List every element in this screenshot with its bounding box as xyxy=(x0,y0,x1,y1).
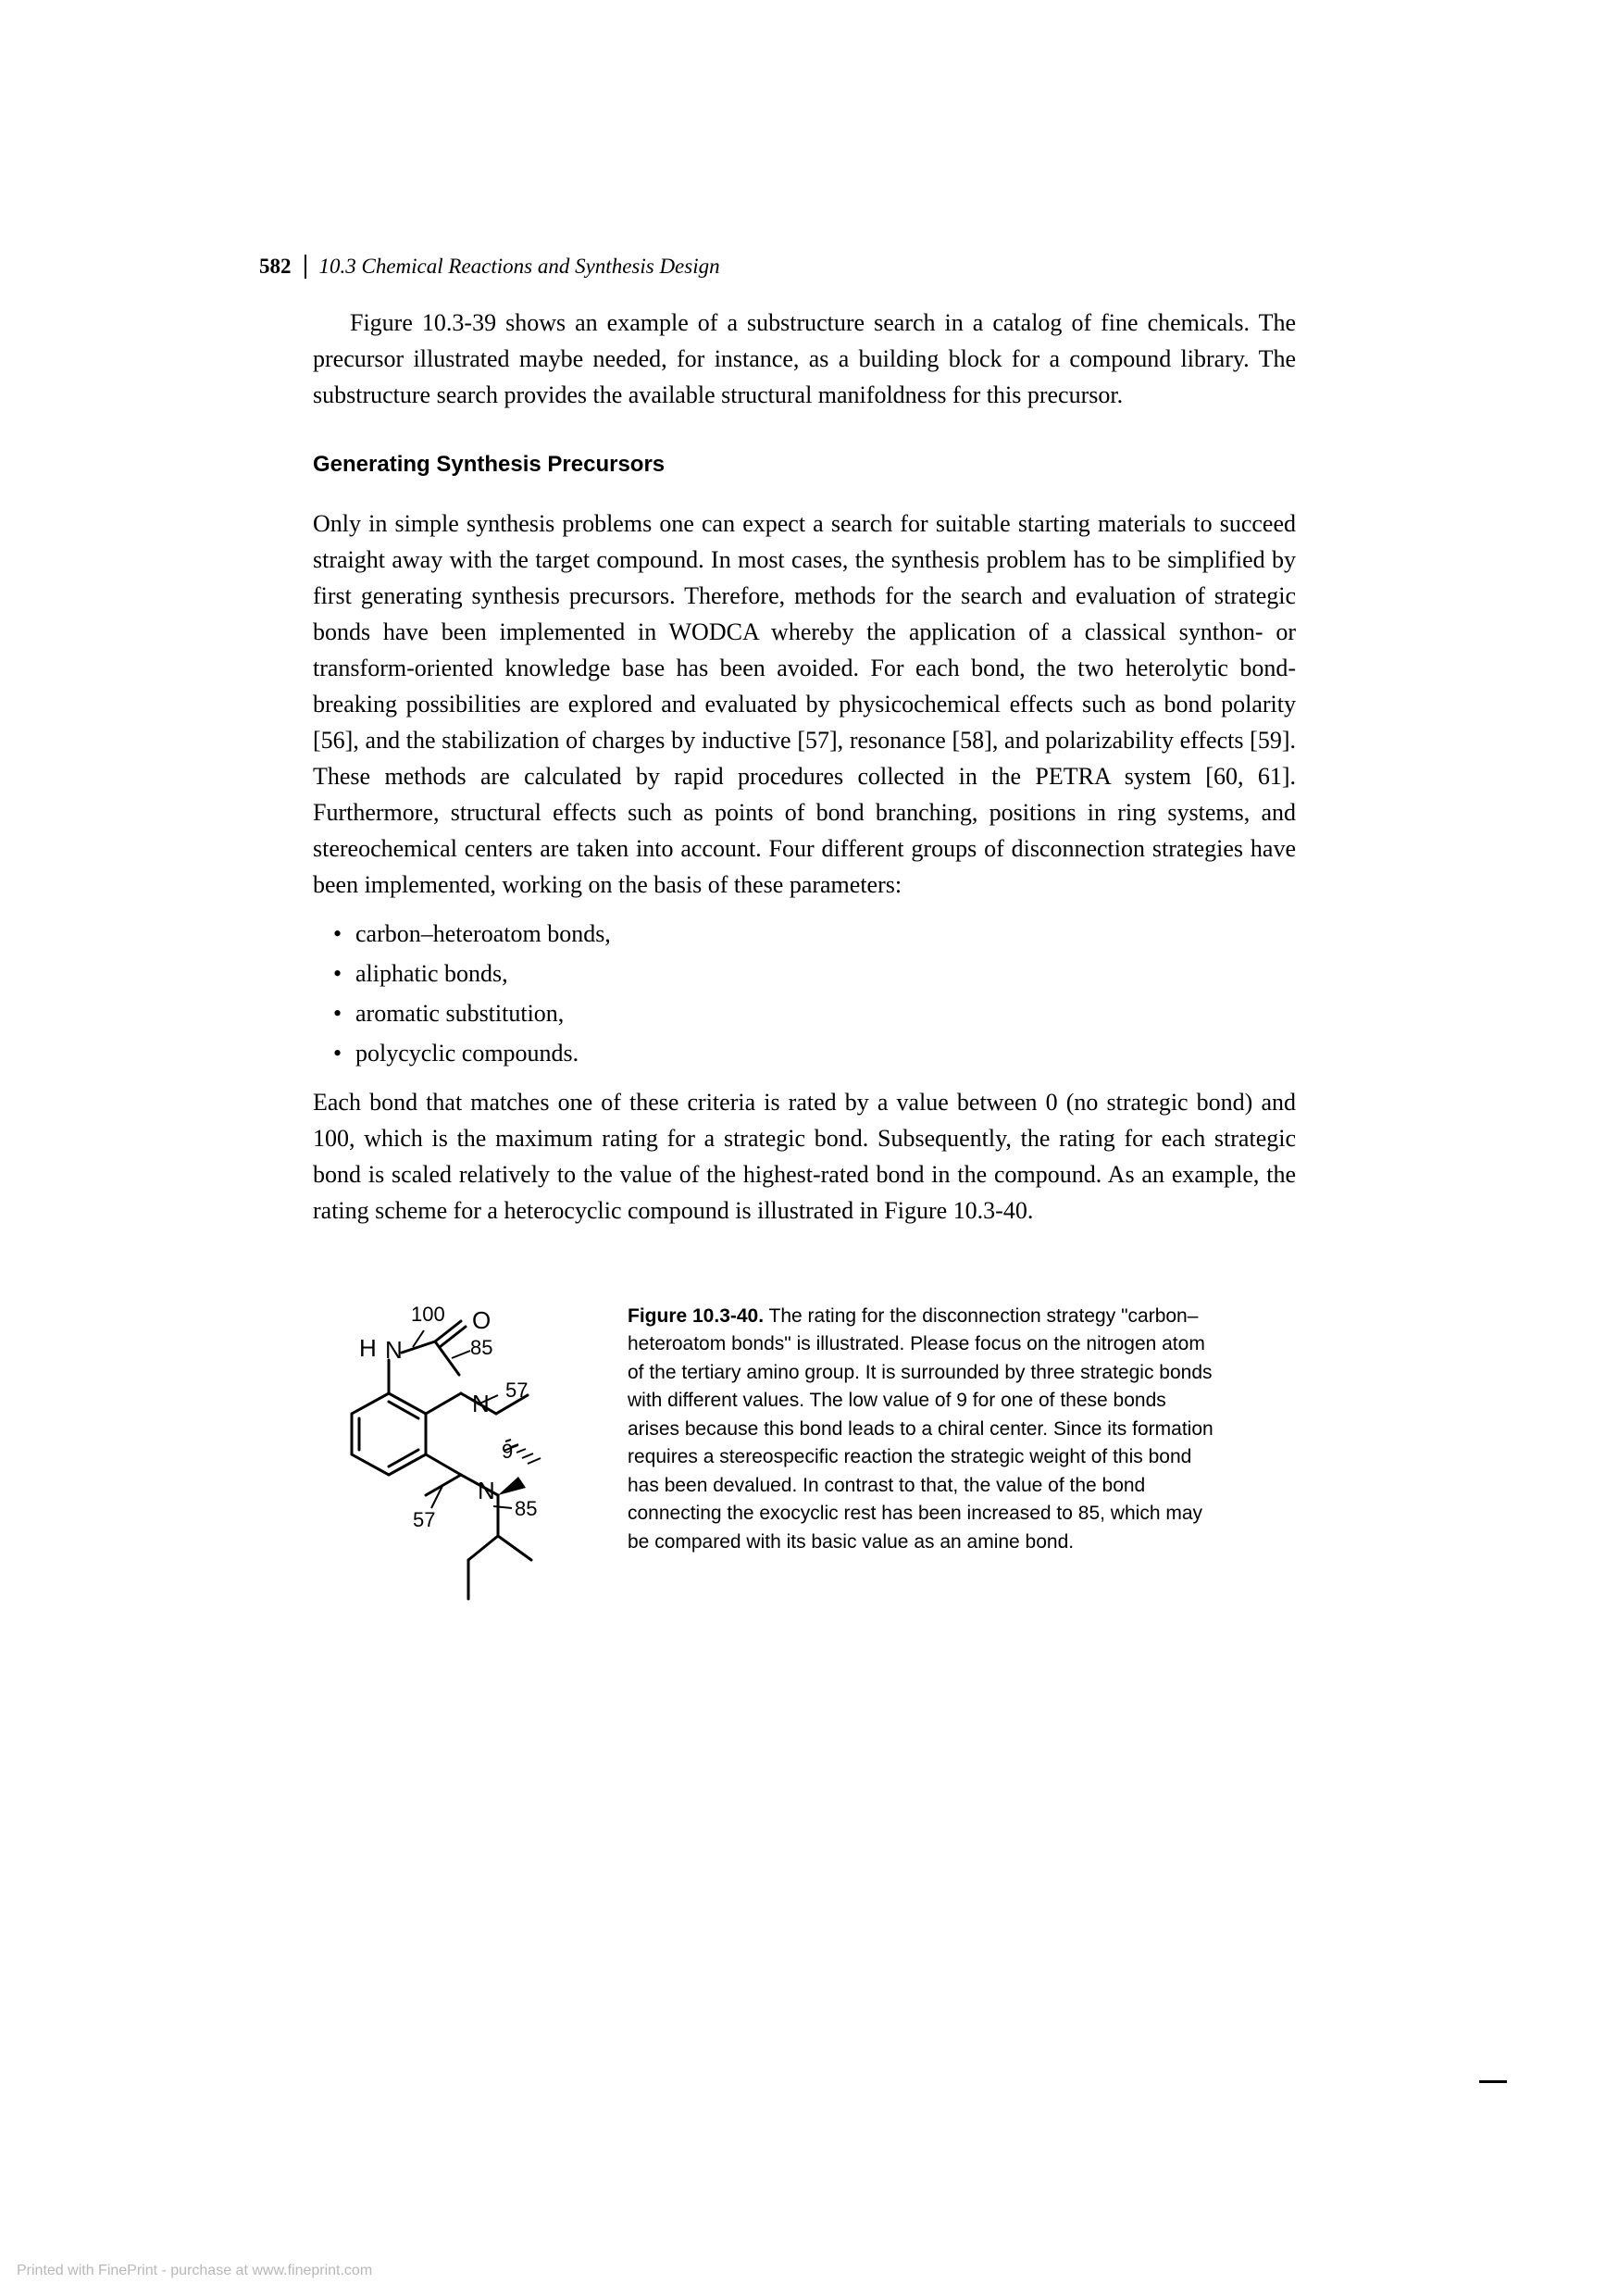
atom-label: O xyxy=(472,1306,491,1334)
bond-value: 100 xyxy=(411,1303,445,1326)
bond-value: 57 xyxy=(413,1508,435,1531)
paragraph-2: Only in simple synthesis problems one ca… xyxy=(313,505,1296,903)
chemical-structure-icon: H N O N N 100 85 57 9 85 57 xyxy=(313,1303,581,1622)
figure-caption-text: The rating for the disconnection strateg… xyxy=(628,1305,1214,1553)
list-item: polycyclic compounds. xyxy=(333,1035,1296,1071)
list-item: aromatic substitution, xyxy=(333,995,1296,1031)
paragraph-intro: Figure 10.3-39 shows an example of a sub… xyxy=(313,305,1296,413)
bond-value: 57 xyxy=(505,1379,528,1402)
atom-label: N xyxy=(478,1477,495,1504)
bullet-list: carbon–heteroatom bonds, aliphatic bonds… xyxy=(313,916,1296,1071)
bond-value: 85 xyxy=(470,1336,492,1359)
running-head: 582 10.3 Chemical Reactions and Synthesi… xyxy=(259,255,1296,279)
footer-print-notice: Printed with FinePrint - purchase at www… xyxy=(17,2263,372,2279)
subheading: Generating Synthesis Precursors xyxy=(313,448,1296,481)
list-item: aliphatic bonds, xyxy=(333,955,1296,992)
figure-label: Figure 10.3-40. xyxy=(628,1305,764,1327)
atom-label: N xyxy=(472,1390,490,1417)
page-body: 582 10.3 Chemical Reactions and Synthesi… xyxy=(259,255,1296,1622)
bond-value: 85 xyxy=(515,1497,537,1520)
figure-block: H N O N N 100 85 57 9 85 57 Figure 10.3-… xyxy=(313,1303,1296,1622)
list-item: carbon–heteroatom bonds, xyxy=(333,916,1296,952)
page-dash xyxy=(1479,2080,1507,2083)
bond-value: 9 xyxy=(502,1440,513,1463)
atom-label: N xyxy=(385,1336,403,1364)
figure-caption: Figure 10.3-40. The rating for the disco… xyxy=(628,1303,1220,1556)
section-header: 10.3 Chemical Reactions and Synthesis De… xyxy=(306,255,720,279)
atom-label: H xyxy=(359,1334,377,1362)
paragraph-3: Each bond that matches one of these crit… xyxy=(313,1084,1296,1229)
page-number: 582 xyxy=(259,255,306,279)
body-text: Figure 10.3-39 shows an example of a sub… xyxy=(313,305,1296,1229)
